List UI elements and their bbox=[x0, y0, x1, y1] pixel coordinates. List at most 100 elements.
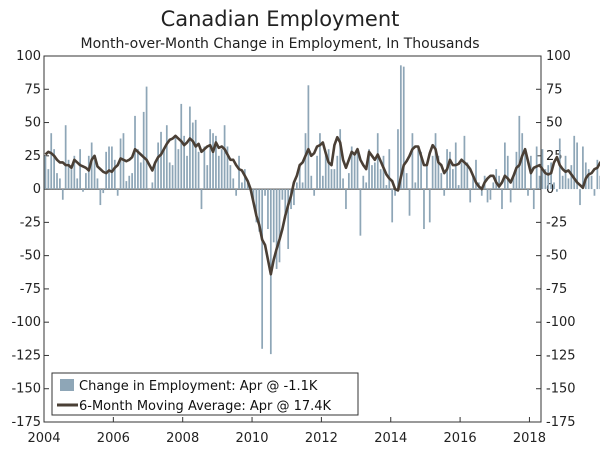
bar bbox=[347, 173, 350, 190]
bar bbox=[111, 146, 113, 190]
bar bbox=[131, 173, 133, 190]
bar bbox=[596, 159, 599, 190]
bar bbox=[570, 165, 573, 190]
bar bbox=[480, 189, 483, 196]
bar bbox=[220, 149, 223, 190]
bar bbox=[521, 133, 524, 190]
x-tick-label: 2010 bbox=[235, 431, 268, 446]
bar bbox=[174, 135, 177, 190]
y-tick-label-right: 50 bbox=[546, 116, 563, 131]
bar bbox=[154, 162, 157, 190]
bar bbox=[145, 86, 148, 190]
bar bbox=[165, 125, 168, 190]
bar bbox=[194, 119, 197, 190]
bar bbox=[584, 162, 587, 190]
bar bbox=[544, 169, 547, 190]
bar bbox=[495, 169, 498, 190]
bar bbox=[79, 149, 81, 190]
x-axis: 2004 2006 2008 2010 2012 2014 2016 2018 bbox=[27, 417, 546, 446]
bar bbox=[278, 189, 281, 263]
bar bbox=[567, 178, 570, 190]
bar bbox=[423, 189, 425, 230]
bar bbox=[272, 189, 275, 243]
bar bbox=[203, 146, 206, 190]
bar bbox=[391, 189, 394, 223]
bar bbox=[373, 162, 376, 190]
bar bbox=[504, 142, 506, 190]
bar bbox=[235, 189, 238, 196]
bar bbox=[252, 189, 255, 203]
bar bbox=[56, 173, 58, 190]
bar bbox=[313, 189, 316, 196]
bar bbox=[255, 189, 258, 223]
bar bbox=[561, 175, 564, 190]
bar bbox=[356, 151, 359, 190]
bar bbox=[469, 189, 472, 203]
x-tick-label: 2008 bbox=[166, 431, 199, 446]
bar bbox=[142, 111, 145, 190]
bar bbox=[189, 106, 191, 190]
bar bbox=[371, 165, 373, 190]
bar bbox=[229, 165, 232, 190]
bar bbox=[426, 162, 428, 190]
y-tick-label-right: 0 bbox=[546, 182, 554, 197]
bar bbox=[399, 65, 402, 190]
bar bbox=[319, 133, 321, 190]
bar bbox=[397, 129, 399, 190]
y-tick-label-left: -50 bbox=[20, 249, 41, 264]
bar bbox=[411, 133, 414, 190]
y-tick-label-left: 100 bbox=[16, 49, 41, 64]
bar bbox=[70, 169, 73, 190]
x-tick-label: 2018 bbox=[513, 431, 546, 446]
bar bbox=[295, 182, 298, 190]
bar bbox=[582, 146, 584, 190]
bar bbox=[593, 189, 596, 196]
bar bbox=[96, 178, 99, 190]
bar bbox=[443, 189, 446, 196]
bar bbox=[160, 131, 162, 190]
bar bbox=[472, 175, 474, 190]
bar bbox=[388, 149, 391, 190]
bar bbox=[518, 115, 521, 190]
chart-title: Canadian Employment bbox=[161, 7, 400, 31]
bar bbox=[197, 151, 200, 190]
x-tick-label: 2012 bbox=[305, 431, 338, 446]
bar bbox=[333, 169, 336, 190]
chart-subtitle: Month-over-Month Change in Employment, I… bbox=[80, 36, 479, 52]
bar bbox=[281, 189, 284, 200]
bar bbox=[209, 129, 212, 190]
bar bbox=[336, 155, 339, 190]
bar bbox=[157, 142, 159, 190]
bar bbox=[452, 169, 454, 190]
bar bbox=[486, 189, 489, 203]
bar bbox=[368, 149, 370, 190]
bar bbox=[73, 155, 76, 190]
y-tick-label-right: -100 bbox=[546, 315, 576, 330]
bar bbox=[148, 189, 151, 190]
y-tick-label-right: -175 bbox=[546, 415, 576, 430]
legend-bar-swatch bbox=[60, 379, 74, 391]
bar bbox=[284, 189, 287, 219]
bar bbox=[226, 146, 229, 190]
bar bbox=[310, 175, 313, 190]
moving-average-line bbox=[44, 134, 600, 276]
bar bbox=[82, 189, 84, 192]
bar bbox=[180, 103, 183, 190]
bar bbox=[232, 178, 235, 190]
x-tick-label: 2004 bbox=[27, 431, 60, 446]
bar bbox=[191, 122, 194, 190]
bar bbox=[350, 146, 353, 190]
bar bbox=[64, 125, 67, 190]
y-tick-label-right: -150 bbox=[546, 382, 576, 397]
bar bbox=[440, 173, 443, 190]
bar bbox=[431, 155, 434, 190]
y-tick-label-left: -25 bbox=[20, 215, 41, 230]
bar bbox=[492, 182, 495, 190]
bar bbox=[538, 175, 541, 190]
bar bbox=[275, 189, 278, 269]
bar bbox=[524, 149, 526, 190]
bar bbox=[105, 151, 107, 190]
bar bbox=[376, 133, 379, 190]
y-tick-label-right: -25 bbox=[546, 215, 567, 230]
